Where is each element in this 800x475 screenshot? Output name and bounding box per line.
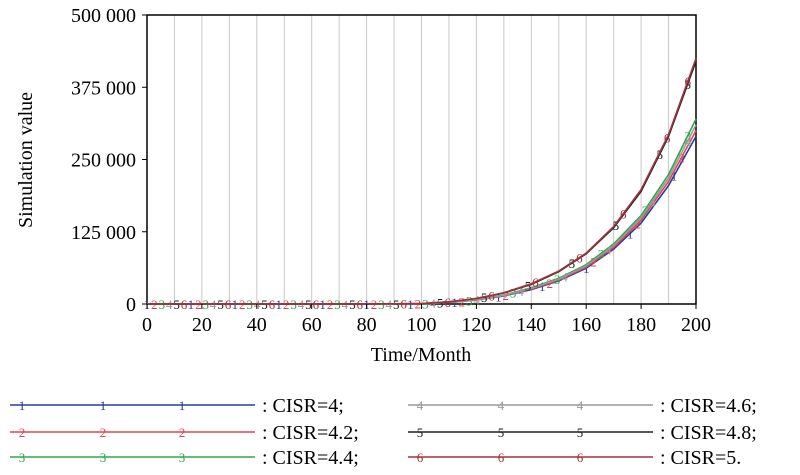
series-lines: 1111111111111222222222222233333333333334…	[144, 58, 697, 312]
legend-marker: 3	[179, 450, 186, 465]
series-point-marker: 5	[569, 256, 576, 271]
legend-item-5: 5 5 5 : CISR=4.8;	[408, 422, 757, 444]
y-tick-label: 500 000	[71, 5, 136, 27]
x-tick-label: 140	[516, 314, 546, 336]
legend-item-2: 2 2 2 : CISR=4.2;	[10, 422, 359, 444]
series-point-marker: 1	[583, 261, 590, 276]
legend-marker: 5	[577, 425, 584, 440]
y-tick-label: 125 000	[71, 222, 136, 244]
x-tick-label: 200	[681, 314, 711, 336]
x-tick-label: 160	[571, 314, 601, 336]
legend-item-6: 6 6 6 : CISR=5.	[408, 447, 741, 469]
y-axis-ticks: 0 125 000 250 000 375 000 500 000	[71, 5, 147, 316]
series-point-marker: 4	[517, 284, 524, 299]
series-point-marker: 6	[225, 297, 232, 312]
series-point-marker: 2	[590, 255, 597, 270]
series-point-marker: 5	[685, 77, 692, 92]
x-tick-label: 0	[142, 314, 152, 336]
y-tick-label: 0	[126, 294, 136, 316]
x-tick-label: 60	[302, 314, 322, 336]
series-point-marker: 6	[576, 251, 583, 266]
x-axis-title: Time/Month	[371, 344, 471, 366]
series-point-marker: 2	[546, 276, 553, 291]
legend-marker: 6	[498, 450, 505, 465]
x-axis-ticks: 0 20 40 60 80 100 120 140 160 180 200	[142, 304, 711, 336]
series-point-marker: 5	[657, 147, 664, 162]
legend-label: : CISR=4.4;	[262, 447, 359, 469]
series-point-marker: 1	[671, 169, 678, 184]
legend-label: : CISR=4.2;	[262, 422, 359, 444]
series-point-marker: 4	[649, 195, 656, 210]
legend-marker: 4	[577, 398, 584, 413]
y-tick-label: 250 000	[71, 150, 136, 172]
series-point-marker: 2	[678, 151, 685, 166]
series-point-marker: 6	[532, 275, 539, 290]
series-point-marker: 4	[473, 293, 480, 308]
legend-label: : CISR=4;	[262, 395, 344, 417]
legend-marker: 2	[100, 425, 107, 440]
series-point-marker: 4	[605, 242, 612, 257]
legend-marker: 3	[100, 450, 107, 465]
x-tick-label: 100	[407, 314, 437, 336]
series-point-marker: 1	[627, 226, 634, 241]
legend-label: : CISR=4.6;	[660, 395, 757, 417]
x-tick-label: 180	[626, 314, 656, 336]
series-point-marker: 4	[685, 134, 692, 149]
series-point-marker: 3	[685, 129, 692, 144]
legend-marker: 1	[100, 398, 107, 413]
legend-label: : CISR=4.8;	[660, 422, 757, 444]
legend-marker: 1	[19, 398, 26, 413]
series-point-marker: 6	[664, 130, 671, 145]
y-tick-label: 375 000	[71, 77, 136, 99]
y-axis-title: Simulation value	[15, 92, 37, 228]
series-point-marker: 6	[356, 297, 363, 312]
legend-item-4: 4 4 4 : CISR=4.6;	[408, 395, 757, 417]
series-point-marker: 6	[685, 74, 692, 89]
x-tick-label: 20	[192, 314, 212, 336]
legend-marker: 1	[179, 398, 186, 413]
legend-marker: 6	[417, 450, 424, 465]
series-point-marker: 6	[181, 297, 188, 312]
grid-lines	[173, 15, 670, 304]
series-point-marker: 5	[525, 278, 532, 293]
legend: 1 1 1 : CISR=4; 2 2 2 : CISR=4.2; 3 3 3 : CISR=4.4;…	[10, 395, 757, 469]
series-point-marker: 6	[488, 288, 495, 303]
legend-marker: 2	[19, 425, 26, 440]
legend-marker: 3	[19, 450, 26, 465]
legend-marker: 6	[577, 450, 584, 465]
series-point-marker: 4	[561, 269, 568, 284]
series-line-6	[147, 58, 697, 305]
series-point-marker: 6	[313, 297, 320, 312]
series-point-marker: 4	[430, 296, 437, 311]
series-6: 6 6 6 6 6 6 6 6 6 6 6 6 6	[147, 58, 697, 312]
legend-marker: 5	[498, 425, 505, 440]
legend-marker: 2	[179, 425, 186, 440]
series-point-marker: 6	[269, 297, 276, 312]
legend-item-1: 1 1 1 : CISR=4;	[10, 395, 344, 417]
legend-label: : CISR=5.	[660, 447, 741, 469]
legend-marker: 4	[417, 398, 424, 413]
x-tick-label: 120	[461, 314, 491, 336]
x-tick-label: 40	[247, 314, 267, 336]
series-point-marker: 6	[620, 207, 627, 222]
series-point-marker: 5	[613, 218, 620, 233]
legend-marker: 4	[498, 398, 505, 413]
legend-item-3: 3 3 3 : CISR=4.4;	[10, 447, 359, 469]
series-point-marker: 1	[539, 279, 546, 294]
series-point-marker: 3	[642, 203, 649, 218]
series-point-marker: 6	[400, 297, 407, 312]
legend-marker: 5	[417, 425, 424, 440]
x-tick-label: 80	[357, 314, 377, 336]
series-point-marker: 6	[444, 295, 451, 310]
series-point-marker: 2	[634, 217, 641, 232]
